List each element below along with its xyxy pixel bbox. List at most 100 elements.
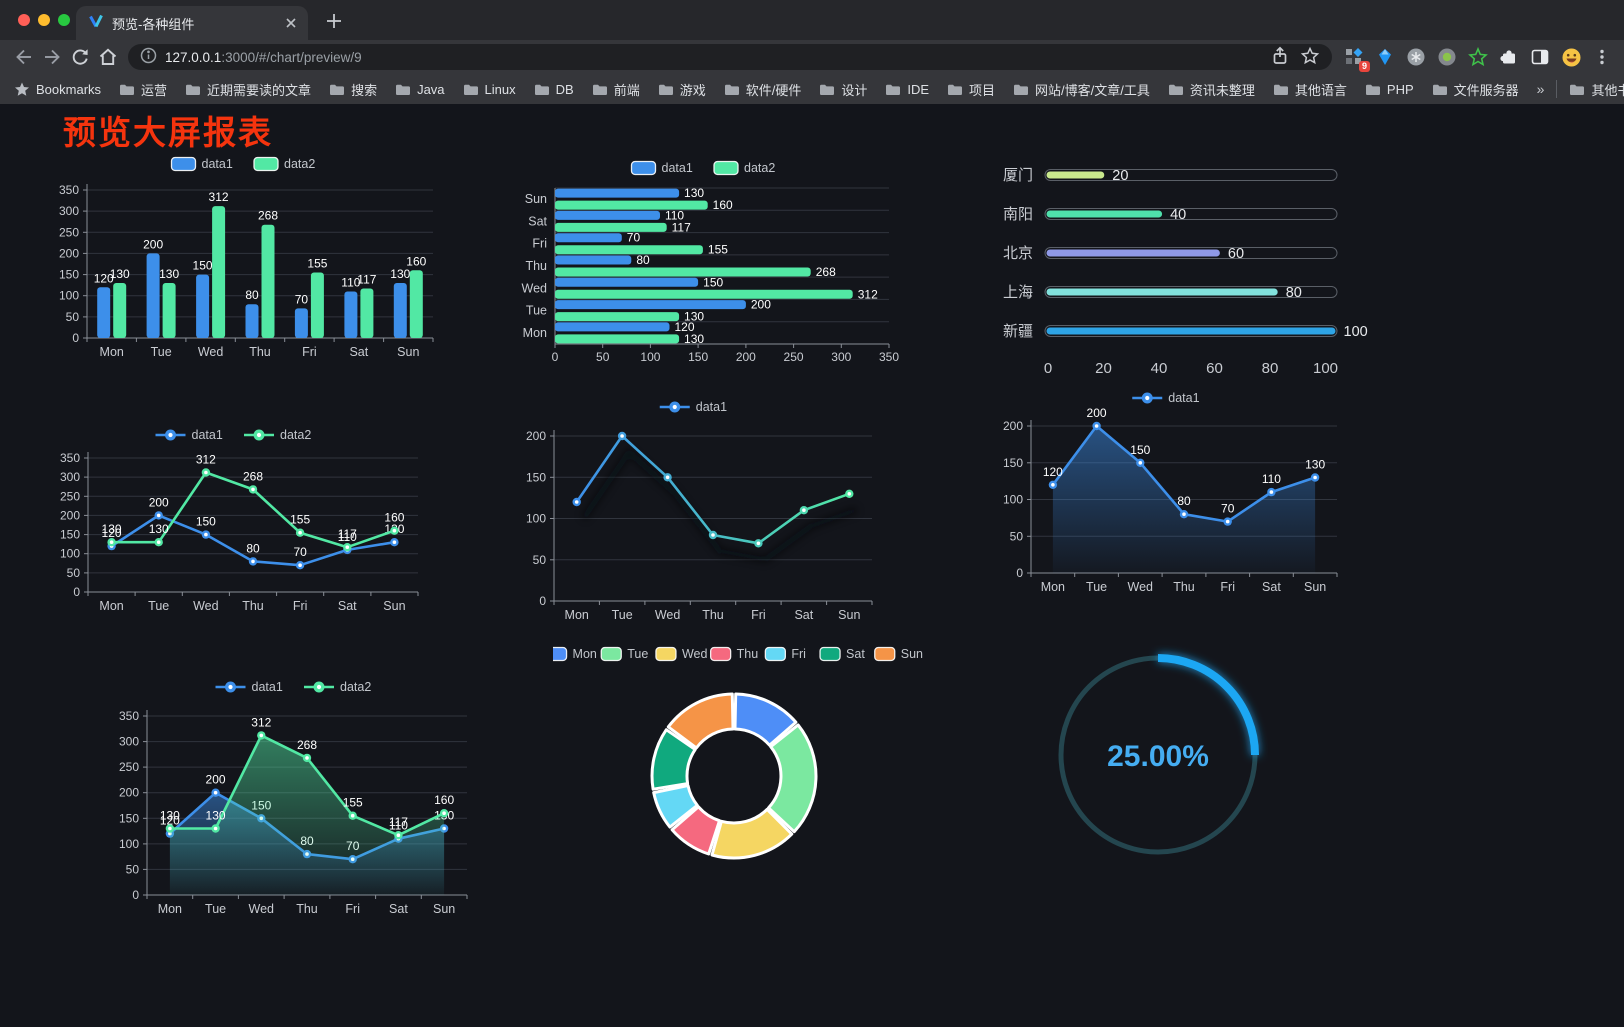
- fullscreen-window-button[interactable]: [58, 14, 70, 26]
- close-window-button[interactable]: [18, 14, 30, 26]
- bookmark-folder-10[interactable]: IDE: [885, 82, 929, 97]
- legend-item-Fri[interactable]: Fri: [764, 646, 806, 662]
- donut-slices[interactable]: [650, 692, 818, 860]
- gradient-line-chart[interactable]: data1 0 50 100 150 200 Mon Tue Wed Thu Fri Sat Sun: [500, 394, 890, 629]
- svg-text:160: 160: [406, 254, 426, 268]
- legend-item-data1[interactable]: data1: [1132, 391, 1200, 405]
- bookmarks-manager[interactable]: Bookmarks: [14, 81, 101, 97]
- bookmark-folder-7[interactable]: 游戏: [658, 80, 706, 99]
- legend-item-data2[interactable]: data2: [253, 156, 315, 172]
- bookmark-folder-6[interactable]: 前端: [592, 80, 640, 99]
- svg-text:Fri: Fri: [1220, 580, 1235, 594]
- emoji-extension-icon[interactable]: [1559, 45, 1583, 69]
- svg-text:250: 250: [119, 760, 139, 774]
- legend-item-data1[interactable]: data1: [630, 160, 693, 176]
- bookmark-folder-3[interactable]: Java: [395, 82, 445, 97]
- legend-item-data2[interactable]: data2: [304, 680, 371, 694]
- bookmark-folder-12[interactable]: 网站/博客/文章/工具: [1013, 80, 1150, 99]
- legend-item-Tue[interactable]: Tue: [600, 646, 648, 662]
- folder-icon: [1273, 84, 1288, 95]
- legend-item-Sun[interactable]: Sun: [874, 646, 923, 662]
- extension-gem-icon[interactable]: [1373, 45, 1397, 69]
- donut-chart[interactable]: Mon Tue Wed Thu Fri Sat Sun: [545, 640, 933, 890]
- legend-item-Mon[interactable]: Mon: [545, 646, 597, 662]
- svg-text:100: 100: [1344, 324, 1368, 340]
- extension-star-icon[interactable]: [1466, 45, 1490, 69]
- bookmark-star-icon[interactable]: [1300, 46, 1320, 69]
- axes: 0 50 100 150 200 250 300 350 Mon Tue Wed Thu Fri Sat S…: [522, 187, 899, 364]
- horizontal-bar-chart[interactable]: data1 data2 0 50 100 150 200 250 300 350 Mon Tue Wed…: [505, 152, 905, 372]
- svg-text:Tue: Tue: [1086, 580, 1107, 594]
- minimize-window-button[interactable]: [38, 14, 50, 26]
- forward-button[interactable]: [38, 43, 66, 71]
- svg-text:150: 150: [1003, 456, 1023, 470]
- bookmark-folder-5[interactable]: DB: [534, 82, 574, 97]
- browser-tab[interactable]: 预览-各种组件: [76, 6, 308, 40]
- svg-text:北京: 北京: [1003, 245, 1033, 262]
- menu-kebab-icon[interactable]: [1590, 45, 1614, 69]
- legend-item-data1[interactable]: data1: [659, 400, 727, 414]
- folder-icon: [534, 84, 549, 95]
- svg-text:130: 130: [149, 522, 169, 536]
- progress-row-新疆: 新疆 100: [1003, 323, 1368, 340]
- extension-blocks-icon[interactable]: 9: [1342, 45, 1370, 72]
- legend-item-Thu[interactable]: Thu: [709, 646, 759, 662]
- back-button[interactable]: [10, 43, 38, 71]
- legend-item-data1[interactable]: data1: [155, 428, 223, 442]
- tab-close-icon[interactable]: [282, 14, 300, 32]
- series-data2: 130 130 312 268 155 117 160: [110, 190, 427, 338]
- folder-icon: [820, 84, 835, 95]
- svg-text:80: 80: [1177, 494, 1191, 508]
- home-button[interactable]: [94, 43, 122, 71]
- two-series-area-chart[interactable]: data1 data2 0 50 100 150 200 250 300 350 Mon Tue Wed…: [105, 672, 485, 927]
- extension-asterisk-icon[interactable]: [1404, 45, 1428, 69]
- legend-item-data1[interactable]: data1: [215, 680, 283, 694]
- grouped-bar-chart[interactable]: data1 data2 0 50 100 150 200 250 300 350 Mon Tue Wed…: [45, 150, 445, 370]
- legend-item-Wed[interactable]: Wed: [655, 646, 708, 662]
- progress-row-北京: 北京 60: [1003, 245, 1338, 262]
- bookmarks-overflow-chevron[interactable]: »: [1536, 81, 1545, 97]
- address-bar[interactable]: 127.0.0.1:3000/#/chart/preview/9: [128, 44, 1332, 70]
- bookmark-folder-4[interactable]: Linux: [463, 82, 516, 97]
- legend-item-data2[interactable]: data2: [713, 160, 775, 176]
- reload-button[interactable]: [66, 43, 94, 71]
- bookmark-folder-1[interactable]: 近期需要读的文章: [185, 80, 311, 99]
- two-series-line-chart[interactable]: data1 data2 0 50 100 150 200 250 300 350 Mon Tue Wed…: [40, 422, 430, 637]
- bookmark-folder-8[interactable]: 软件/硬件: [724, 80, 801, 99]
- svg-text:Thu: Thu: [702, 608, 724, 622]
- svg-text:Sun: Sun: [433, 902, 455, 916]
- svg-text:40: 40: [1170, 207, 1186, 223]
- svg-text:50: 50: [66, 310, 80, 324]
- area-line-chart[interactable]: data1 0 50 100 150 200 Mon Tue Wed Thu Fri Sat Sun 12…: [985, 388, 1350, 603]
- other-bookmarks[interactable]: 其他书签: [1569, 80, 1624, 99]
- legend-item-data1[interactable]: data1: [170, 156, 233, 172]
- extension-dot-icon[interactable]: [1435, 45, 1459, 69]
- svg-text:312: 312: [251, 715, 271, 729]
- folder-icon: [186, 84, 201, 95]
- series-data1: [572, 431, 858, 563]
- legend-item-data2[interactable]: data2: [244, 428, 311, 442]
- sidebar-toggle-icon[interactable]: [1528, 45, 1552, 69]
- city-progress-chart[interactable]: 厦门 20 南阳 40 北京 60 上海 80 新疆 100 0 20 40 60 80 100: [985, 156, 1380, 386]
- share-icon[interactable]: [1270, 46, 1290, 69]
- bar-grouped-canvas: data1 data2 0 50 100 150 200 250 300 350 Mon Tue Wed…: [59, 156, 434, 359]
- gauge-chart[interactable]: 25.00%: [1048, 645, 1268, 870]
- legend-item-Sat[interactable]: Sat: [819, 646, 865, 662]
- bookmark-folder-11[interactable]: 项目: [947, 80, 995, 99]
- site-info-icon[interactable]: [140, 47, 157, 67]
- bookmark-folder-2[interactable]: 搜索: [329, 80, 377, 99]
- bookmark-folder-16[interactable]: 文件服务器: [1432, 80, 1519, 99]
- slice-Sat: [650, 728, 697, 791]
- svg-text:新疆: 新疆: [1003, 323, 1033, 340]
- bookmark-folder-14[interactable]: 其他语言: [1273, 80, 1347, 99]
- bookmark-folder-15[interactable]: PHP: [1365, 82, 1414, 97]
- new-tab-button[interactable]: [320, 7, 348, 35]
- bookmark-folder-13[interactable]: 资讯未整理: [1168, 80, 1255, 99]
- svg-text:150: 150: [1130, 443, 1150, 457]
- bookmark-folder-0[interactable]: 运营: [119, 80, 167, 99]
- bookmark-folder-9[interactable]: 设计: [819, 80, 867, 99]
- extension-puzzle-icon[interactable]: [1497, 45, 1521, 69]
- svg-text:Tue: Tue: [612, 608, 633, 622]
- bookmark-label: 前端: [613, 82, 640, 98]
- axes: 0 50 100 150 200 250 300 350 Mon Tue Wed Thu Fri Sat S…: [59, 183, 434, 359]
